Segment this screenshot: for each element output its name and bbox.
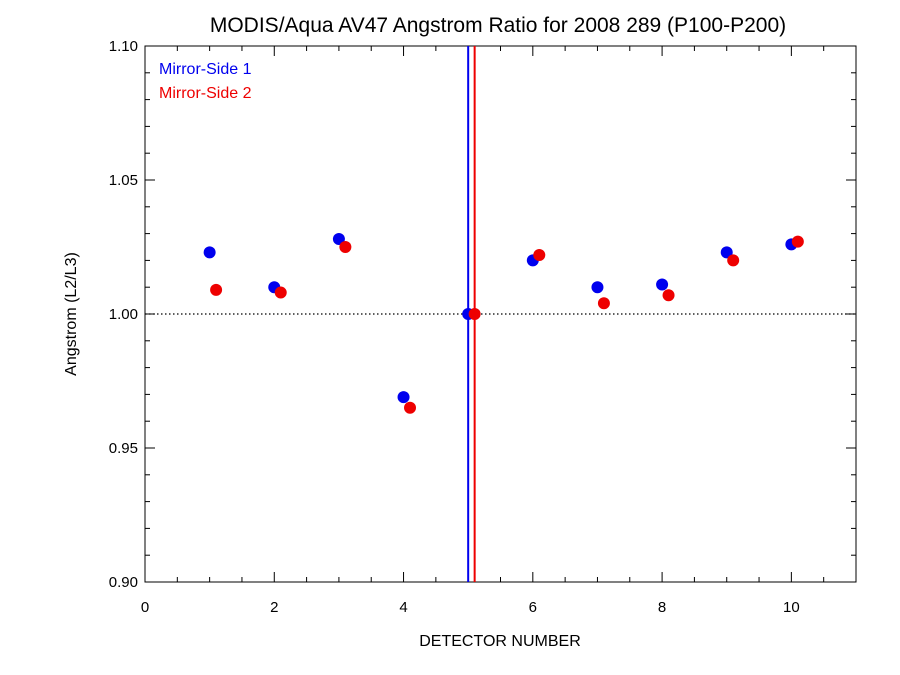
legend-entry: Mirror-Side 2 bbox=[159, 85, 252, 102]
data-point bbox=[720, 246, 733, 259]
data-point bbox=[332, 232, 345, 245]
data-point bbox=[397, 391, 410, 404]
x-tick-label: 10 bbox=[783, 599, 800, 616]
x-tick-label: 4 bbox=[399, 599, 407, 616]
legend: Mirror-Side 1 Mirror-Side 2 bbox=[159, 61, 252, 102]
data-point bbox=[533, 249, 546, 262]
data-point bbox=[591, 281, 604, 294]
y-tick-label: 0.95 bbox=[109, 440, 138, 457]
y-tick-label: 1.10 bbox=[109, 38, 138, 55]
x-axis-label: DETECTOR NUMBER bbox=[419, 633, 581, 650]
x-tick-label: 8 bbox=[658, 599, 666, 616]
y-tick-label: 0.90 bbox=[109, 574, 138, 591]
data-point bbox=[791, 235, 804, 248]
data-point bbox=[210, 283, 223, 296]
x-tick-label: 6 bbox=[529, 599, 537, 616]
legend-entry: Mirror-Side 1 bbox=[159, 61, 252, 78]
data-point bbox=[203, 246, 216, 259]
y-tick-label: 1.00 bbox=[109, 306, 138, 323]
data-point bbox=[404, 401, 417, 414]
data-point bbox=[727, 254, 740, 267]
y-axis-label: Angstrom (L2/L3) bbox=[63, 252, 80, 376]
data-point bbox=[274, 286, 287, 299]
data-point bbox=[339, 241, 352, 253]
x-tick-label: 2 bbox=[270, 599, 278, 616]
data-point bbox=[656, 278, 669, 291]
chart-title: MODIS/Aqua AV47 Angstrom Ratio for 2008 … bbox=[210, 14, 786, 37]
data-point bbox=[662, 289, 675, 302]
data-series bbox=[203, 46, 804, 582]
y-tick-label: 1.05 bbox=[109, 172, 138, 189]
data-point bbox=[597, 297, 610, 310]
axes: 0 2 4 6 8 10 0.90 0.95 1.00 1.05 1.10 bbox=[109, 38, 857, 616]
x-tick-label: 0 bbox=[141, 599, 149, 616]
data-point bbox=[468, 308, 481, 320]
